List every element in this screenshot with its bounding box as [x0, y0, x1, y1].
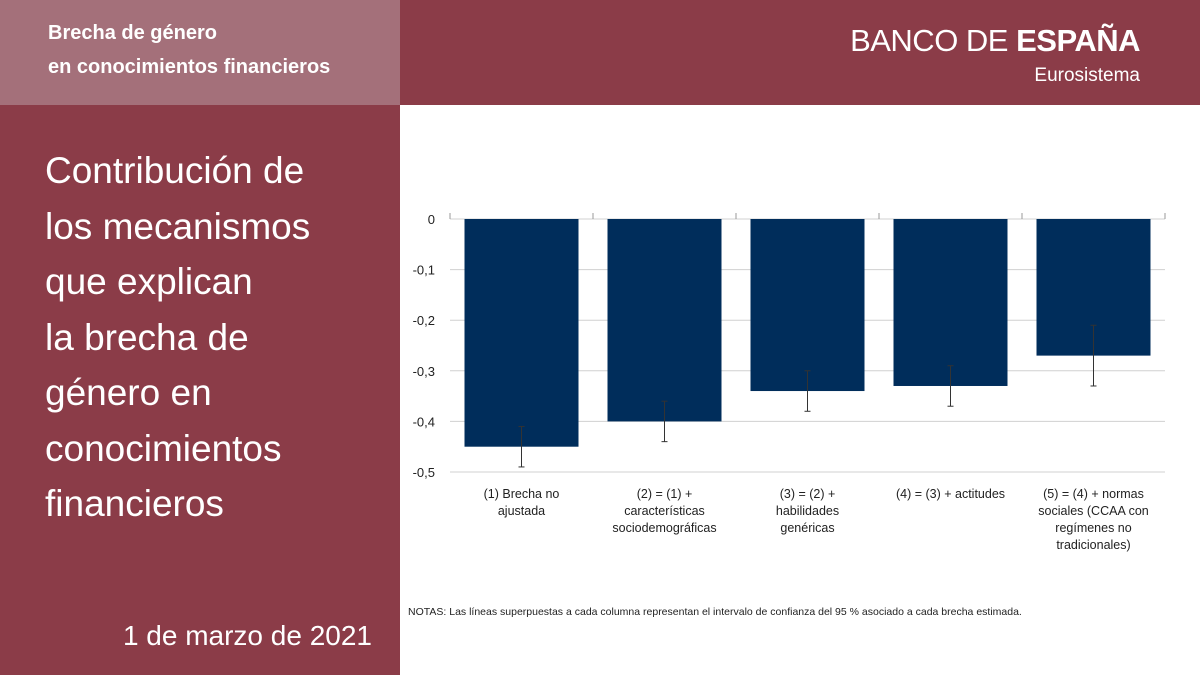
- y-tick-label: -0,5: [413, 465, 435, 480]
- title-line: género en: [45, 372, 212, 413]
- title-line: financieros: [45, 483, 224, 524]
- brand-logo: BANCO DE ESPAÑA: [850, 23, 1140, 59]
- y-tick-label: 0: [428, 212, 435, 227]
- title-line: Contribución de: [45, 150, 305, 191]
- topic-line-2: en conocimientos financieros: [48, 56, 331, 78]
- title-line: que explican: [45, 261, 253, 302]
- topic-header: Brecha de género en conocimientos financ…: [0, 0, 400, 105]
- bar-chart: 0 -0,1 -0,2 -0,3 -0,4 -0,5 (1) Brecha no ajusta…: [413, 212, 1166, 552]
- y-tick-label: -0,1: [413, 263, 435, 278]
- chart-notes: NOTAS: Las líneas superpuestas a cada co…: [408, 606, 1022, 618]
- bar: [750, 219, 865, 392]
- y-tick-label: -0,2: [413, 313, 435, 328]
- top-band: BANCO DE ESPAÑA Eurosistema: [400, 0, 1200, 105]
- x-tick-label: (3) = (2) + habilidades genéricas: [776, 487, 839, 535]
- x-tick-label: (5) = (4) + normas sociales (CCAA con regí…: [1038, 487, 1149, 552]
- x-tick-label: (2) = (1) + características sociodemográfi…: [612, 487, 716, 535]
- left-panel: [0, 0, 400, 675]
- x-tick-label: (1) Brecha no ajustada: [484, 487, 560, 518]
- bar: [464, 219, 579, 447]
- bar: [607, 219, 722, 422]
- bar: [893, 219, 1008, 386]
- x-tick-label: (4) = (3) + actitudes: [896, 487, 1005, 501]
- title-line: los mecanismos: [45, 205, 311, 247]
- title-line: conocimientos: [45, 427, 282, 469]
- brand-name-bold: ESPAÑA: [1016, 23, 1140, 58]
- brand-subtitle: Eurosistema: [1034, 65, 1140, 86]
- title-line: la brecha de: [45, 316, 249, 358]
- brand-name-thin: BANCO DE: [850, 23, 1017, 58]
- y-tick-label: -0,4: [413, 414, 435, 429]
- publication-date: 1 de marzo de 2021: [122, 620, 372, 651]
- topic-line-1: Brecha de género: [48, 22, 217, 44]
- y-tick-label: -0,3: [413, 364, 435, 379]
- page-title: Contribución de los mecanismos que expli…: [45, 143, 375, 532]
